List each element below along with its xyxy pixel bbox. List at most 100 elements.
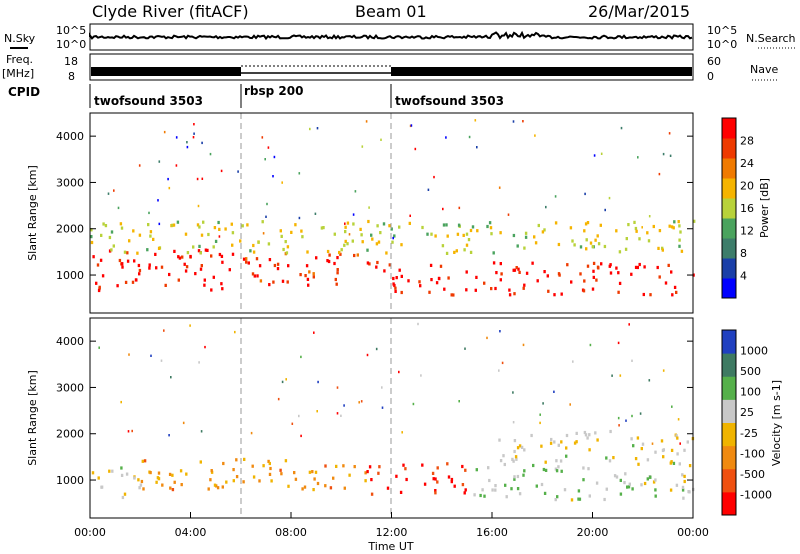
heatmap-cell [198, 244, 201, 248]
heatmap-cell [126, 259, 130, 263]
heatmap-cell [400, 274, 403, 278]
heatmap-cell [258, 264, 262, 268]
x-tick-label: 04:00 [175, 526, 207, 539]
heatmap-cell [281, 380, 284, 384]
heatmap-cell [339, 252, 342, 256]
heatmap-cell [595, 481, 599, 485]
heatmap-cell [392, 236, 394, 240]
heatmap-cell [499, 231, 502, 235]
heatmap-cell [138, 268, 142, 273]
heatmap-cell [125, 472, 129, 476]
power-ylabel: Slant Range [km] [26, 165, 39, 261]
heatmap-cell [619, 478, 622, 482]
heatmap-cell [638, 262, 641, 267]
heatmap-cell [160, 359, 163, 362]
heatmap-cell [398, 268, 401, 272]
heatmap-cell [400, 290, 403, 295]
heatmap-cell [312, 275, 315, 279]
heatmap-cell [90, 228, 93, 232]
heatmap-cell [95, 281, 98, 285]
heatmap-cell [312, 272, 315, 276]
heatmap-cell [199, 251, 202, 255]
heatmap-cell [176, 220, 180, 224]
heatmap-cell [160, 265, 164, 269]
heatmap-cell [336, 268, 339, 272]
heatmap-cell [184, 232, 188, 236]
velocity-heatmap [91, 322, 695, 502]
heatmap-cell [247, 261, 250, 265]
heatmap-cell [182, 421, 185, 425]
heatmap-cell [192, 136, 195, 139]
heatmap-cell [394, 286, 397, 290]
heatmap-cell [630, 437, 633, 441]
heatmap-cell [282, 247, 285, 252]
heatmap-cell [90, 235, 93, 239]
heatmap-cell [343, 404, 345, 407]
heatmap-cell [146, 248, 149, 252]
velocity-panel: 1000 2000 3000 4000 Slant Range [km] [26, 317, 695, 519]
heatmap-cell [634, 265, 638, 269]
heatmap-cell [565, 446, 568, 450]
heatmap-cell [465, 232, 469, 236]
heatmap-cell [513, 475, 516, 479]
heatmap-cell [525, 271, 529, 275]
heatmap-cell [524, 231, 528, 235]
heatmap-cell [461, 464, 464, 469]
freq-frame [89, 53, 694, 81]
heatmap-cell [618, 281, 622, 285]
colorbar-swatch [722, 376, 736, 400]
heatmap-cell [445, 136, 447, 139]
heatmap-cell [603, 244, 607, 249]
heatmap-cell [392, 282, 395, 286]
heatmap-cell [664, 281, 668, 285]
heatmap-cell [513, 449, 516, 454]
heatmap-cell [344, 225, 347, 229]
heatmap-cell [673, 220, 676, 224]
heatmap-cell [550, 437, 553, 442]
heatmap-cell [91, 471, 95, 475]
heatmap-cell [652, 480, 656, 484]
heatmap-cell [656, 265, 659, 270]
heatmap-cell [375, 265, 378, 269]
heatmap-cell [522, 286, 525, 290]
heatmap-cell [257, 240, 260, 244]
heatmap-cell [212, 275, 215, 279]
heatmap-cell [558, 273, 561, 277]
heatmap-cell [401, 431, 403, 434]
heatmap-cell [177, 278, 180, 282]
heatmap-cell [434, 234, 437, 238]
heatmap-cell [443, 287, 446, 291]
heatmap-cell [172, 223, 176, 227]
heatmap-cell [204, 345, 206, 349]
heatmap-cell [582, 289, 586, 293]
heatmap-cell [539, 413, 541, 416]
heatmap-cell [381, 386, 383, 389]
heatmap-cell [679, 230, 682, 234]
colorbar-tick-label: 12 [740, 225, 754, 238]
heatmap-cell [577, 497, 580, 501]
heatmap-cell [134, 278, 138, 282]
heatmap-cell [101, 274, 105, 278]
heatmap-cell [498, 186, 501, 189]
heatmap-cell [346, 221, 350, 225]
colorbar-swatch [722, 399, 736, 423]
colorbar-swatch [722, 218, 736, 239]
heatmap-cell [569, 403, 571, 406]
heatmap-cell [255, 257, 259, 261]
heatmap-cell [486, 224, 489, 229]
heatmap-cell [469, 250, 473, 254]
heatmap-cell [457, 223, 461, 227]
heatmap-cell [557, 465, 560, 469]
heatmap-cell [409, 214, 411, 217]
colorbar-swatch [722, 330, 736, 354]
heatmap-cell [279, 468, 282, 472]
heatmap-cell [688, 464, 692, 468]
heatmap-cell [224, 227, 227, 231]
y-tick-label: 4000 [56, 335, 84, 348]
heatmap-cell [427, 188, 430, 191]
heatmap-cell [334, 277, 337, 282]
heatmap-cell [642, 292, 645, 297]
heatmap-cell [669, 488, 673, 492]
colorbar-tick-label: 1000 [740, 345, 768, 358]
heatmap-cell [268, 283, 271, 287]
